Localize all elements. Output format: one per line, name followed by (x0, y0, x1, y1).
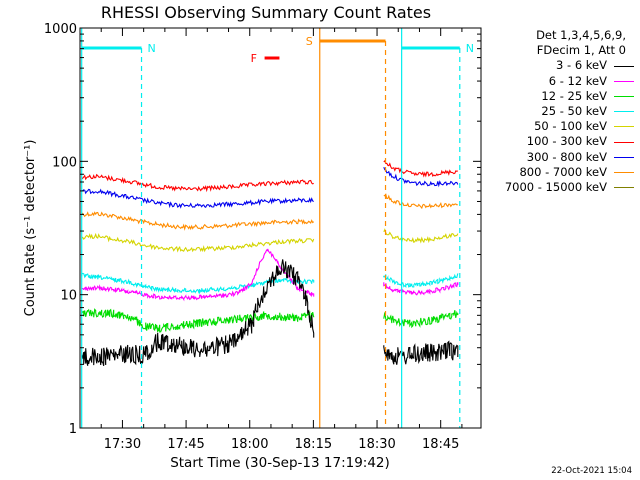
legend-header-line-1: Det 1,3,4,5,6,9, (536, 28, 626, 42)
y-tick-label: 1000 (44, 22, 77, 37)
series-line (81, 232, 315, 253)
series-line (383, 340, 459, 365)
series-line (81, 308, 315, 333)
legend-entry: 7000 - 15000 keV (484, 180, 634, 195)
legend-entry-label: 100 - 300 keV (526, 134, 607, 149)
series-line (81, 211, 315, 231)
series-line (383, 193, 458, 210)
series-line (383, 228, 459, 244)
legend-entry-label: 50 - 100 keV (534, 119, 607, 134)
legend: Det 1,3,4,5,6,9, FDecim 1, Att 0 3 - 6 k… (484, 28, 634, 195)
legend-entry: 100 - 300 keV (484, 134, 634, 149)
legend-entry: 6 - 12 keV (484, 74, 634, 89)
series-layer (81, 159, 459, 367)
legend-swatch (614, 141, 634, 143)
chart-title: RHESSI Observing Summary Count Rates (101, 3, 431, 22)
legend-entry-label: 3 - 6 keV (556, 58, 607, 73)
series-line (81, 259, 315, 367)
x-tick-label: 18:15 (295, 437, 332, 452)
y-axis: 1 10 100 1000 (44, 22, 481, 437)
legend-header-line-2: FDecim 1, Att 0 (536, 43, 626, 58)
legend-swatch (614, 156, 634, 158)
legend-entry: 300 - 800 keV (484, 150, 634, 165)
y-tick-label: 10 (60, 289, 77, 304)
series-line (81, 248, 315, 302)
series-line (81, 188, 314, 209)
series-line (383, 159, 459, 178)
legend-entry: 3 - 6 keV (484, 58, 634, 73)
flag-label: F (251, 52, 257, 65)
timestamp: 22-Oct-2021 15:04 (551, 466, 632, 476)
y-axis-label: Count Rate (s⁻¹ detector⁻¹) (23, 140, 38, 317)
y-tick-label: 100 (52, 155, 77, 170)
flag-layer: N N S F (81, 28, 474, 428)
flag-label: N (466, 42, 474, 55)
legend-swatch (614, 126, 634, 128)
legend-swatch (614, 95, 634, 97)
legend-entry-label: 12 - 25 keV (541, 88, 607, 103)
x-tick-label: 17:45 (167, 437, 204, 452)
x-tick-label: 18:45 (422, 437, 459, 452)
series-line (383, 167, 459, 188)
legend-swatch (614, 187, 634, 189)
x-axis-label: Start Time (30-Sep-13 17:19:42) (170, 455, 390, 471)
x-tick-label: 18:00 (231, 437, 268, 452)
legend-entry-label: 7000 - 15000 keV (504, 180, 607, 195)
legend-entry: 50 - 100 keV (484, 119, 634, 134)
legend-swatch (614, 111, 634, 113)
series-line (383, 273, 459, 289)
series-line (81, 272, 315, 295)
legend-entry: 25 - 50 keV (484, 104, 634, 119)
legend-swatch (614, 171, 634, 173)
x-axis: 17:30 17:45 18:00 18:15 18:30 18:45 (100, 28, 463, 452)
y-tick-label: 1 (69, 422, 77, 437)
flag-label: S (306, 35, 313, 48)
legend-entry-label: 6 - 12 keV (548, 73, 607, 88)
legend-entry-label: 25 - 50 keV (541, 104, 607, 119)
legend-entry-label: 800 - 7000 keV (519, 164, 607, 179)
legend-entry: 800 - 7000 keV (484, 165, 634, 180)
plot-frame (79, 27, 482, 429)
x-tick-label: 17:30 (104, 437, 141, 452)
series-line (383, 310, 459, 329)
legend-entry-label: 300 - 800 keV (526, 149, 607, 164)
flag-label: N (148, 42, 156, 55)
series-line (81, 173, 314, 193)
series-line (383, 282, 459, 296)
legend-entry: 12 - 25 keV (484, 89, 634, 104)
x-tick-label: 18:30 (358, 437, 395, 452)
legend-swatch (614, 65, 634, 67)
legend-swatch (614, 80, 634, 82)
